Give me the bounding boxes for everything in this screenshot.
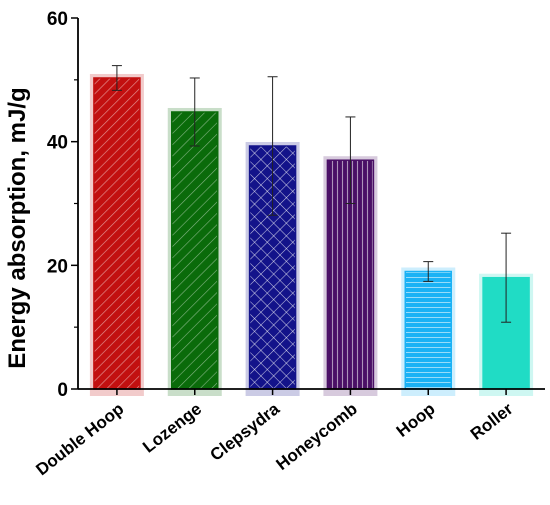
y-tick-label: 60 (47, 9, 68, 30)
x-tick-label: Honeycomb (273, 399, 361, 474)
y-tick-label: 20 (47, 256, 68, 277)
bar-pattern (171, 111, 218, 389)
bar-pattern (405, 271, 452, 389)
bars (89, 73, 534, 396)
x-tick-label: Roller (467, 399, 517, 444)
x-tick-label: Double Hoop (32, 399, 127, 479)
x-tick-label: Lozenge (139, 399, 205, 456)
x-tick-label: Clepsydra (207, 399, 284, 465)
y-tick-label: 40 (47, 133, 68, 154)
y-tick-label: 0 (57, 380, 68, 401)
x-tick-label: Hoop (393, 399, 439, 441)
bar-pattern (93, 77, 140, 389)
y-axis-title: Energy absorption, mJ/g (4, 87, 31, 368)
error-bars (111, 65, 512, 323)
y-ticks: 0 20 40 60 (47, 9, 78, 401)
